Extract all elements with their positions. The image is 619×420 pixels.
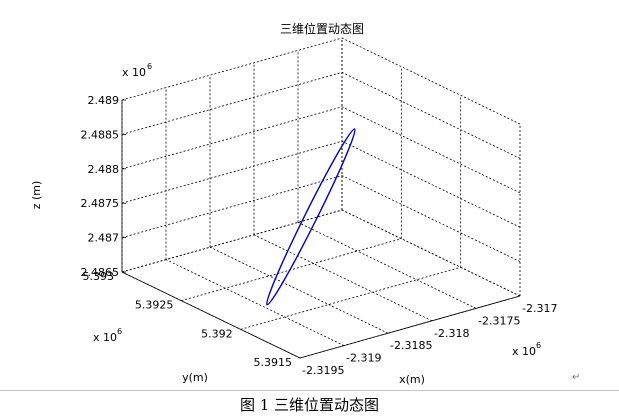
- back-wall-grid-line-z: [121, 209, 343, 273]
- x-axis-line: [299, 295, 521, 359]
- back-wall-grid-line-z: [121, 37, 343, 101]
- figure-caption: 图 1 三维位置动态图: [239, 396, 380, 414]
- side-wall-grid-line-z: [341, 175, 521, 262]
- y-exponent-label: x 10: [93, 331, 117, 344]
- y-tick-label: 5.3925: [135, 299, 174, 312]
- back-wall-grid-line-z: [121, 106, 343, 170]
- trajectory-series: [266, 128, 356, 306]
- x-tick-label: -2.3175: [478, 314, 520, 327]
- floor-grid-line-y: [121, 209, 343, 273]
- z-exponent-label: x 10: [122, 66, 146, 79]
- divider-line: [0, 390, 619, 391]
- z-tick-label: 2.4885: [81, 128, 120, 141]
- y-tick-label: 5.393: [83, 270, 115, 283]
- z-exponent-power: 6: [147, 62, 152, 71]
- paragraph-mark: ↵: [572, 372, 581, 383]
- x-tick-label: -2.317: [522, 302, 557, 315]
- floor-grid-line-x: [253, 234, 433, 322]
- z-tick-label: 2.4875: [81, 197, 120, 210]
- y-tick-label: 5.3915: [254, 356, 293, 369]
- back-wall-grid-line-z: [121, 72, 343, 135]
- x-tick-label: -2.319: [346, 352, 381, 365]
- floor-grid-line-x: [297, 222, 477, 309]
- side-wall-grid-line-z: [341, 140, 521, 228]
- floor-grid-line-x: [209, 246, 389, 334]
- x-axis-label: x(m): [399, 373, 425, 386]
- y-tick-label: 5.392: [201, 327, 233, 340]
- back-wall-grid-line-z: [121, 140, 343, 204]
- y-axis-line: [121, 271, 301, 359]
- z-tick-label: 2.4865: [81, 266, 120, 279]
- chart-title: 三维位置动态图: [280, 21, 364, 36]
- floor-grid-line-y: [181, 238, 402, 302]
- side-wall-grid-line-z: [341, 106, 521, 194]
- x-exponent-power: 6: [536, 341, 541, 350]
- grid-lines: [121, 37, 521, 359]
- z-axis-label: z (m): [30, 181, 43, 210]
- x-tick-label: -2.3195: [302, 364, 344, 377]
- side-wall-grid-line-z: [341, 72, 521, 159]
- z-tick-label: 2.488: [88, 163, 120, 176]
- x-tick-label: -2.318: [434, 327, 469, 340]
- floor-grid-line-x: [165, 259, 345, 346]
- x-exponent-label: x 10: [512, 345, 536, 358]
- y-axis-label: y(m): [182, 371, 208, 384]
- axes-box: [121, 99, 521, 359]
- side-wall-grid-line-z: [341, 37, 521, 125]
- y-exponent-power: 6: [117, 327, 122, 336]
- z-tick-label: 2.489: [88, 94, 120, 107]
- z-tick-label: 2.487: [88, 232, 120, 245]
- tick-labels: 2.4865 2.487 2.4875 2.488 2.4885 2.489 5.3915 5…: [81, 94, 558, 377]
- series-group: [266, 128, 356, 306]
- side-wall-grid-line-z: [341, 209, 521, 297]
- x-tick-label: -2.3185: [390, 339, 432, 352]
